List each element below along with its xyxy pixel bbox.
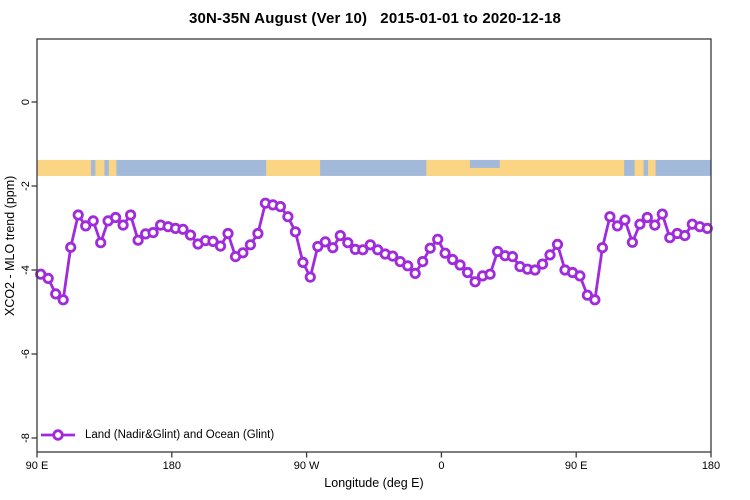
data-point-marker — [132, 234, 144, 246]
y-tick-label: -6 — [20, 349, 32, 359]
data-point-marker — [626, 236, 639, 248]
y-tick-label: -2 — [20, 181, 32, 191]
x-axis-title: Longitude (deg E) — [324, 476, 424, 490]
legend-line-marker-icon — [41, 429, 75, 441]
data-point-marker — [237, 247, 249, 259]
data-point-marker — [649, 219, 661, 231]
data-point-marker — [589, 294, 601, 306]
data-point-marker — [50, 288, 62, 300]
data-point-marker — [656, 208, 668, 220]
data-point-marker — [611, 220, 624, 232]
data-point-marker — [544, 249, 556, 261]
map-band-land — [648, 159, 656, 176]
data-point-marker — [634, 218, 646, 230]
data-point-marker — [581, 289, 594, 301]
y-tick-label: -8 — [20, 433, 32, 443]
map-band-land — [37, 159, 91, 176]
data-point-marker — [446, 253, 459, 266]
data-point-marker — [42, 272, 54, 284]
data-point-marker — [604, 211, 616, 223]
data-point-marker — [80, 220, 92, 232]
data-point-marker — [214, 240, 227, 252]
x-tick-label: 0 — [438, 460, 444, 472]
data-point-marker — [147, 227, 159, 239]
map-band-land — [95, 159, 105, 176]
data-point-marker — [536, 258, 549, 270]
x-tick-label: 180 — [702, 460, 720, 472]
data-point-marker — [409, 267, 421, 279]
data-point-marker — [439, 247, 451, 259]
x-tick-label: 90 E — [26, 460, 49, 472]
data-point-marker — [529, 264, 541, 276]
data-point-marker — [619, 214, 631, 226]
data-point-marker — [117, 219, 129, 231]
data-point-marker — [222, 227, 234, 240]
data-point-marker — [454, 259, 466, 271]
data-point-marker — [110, 211, 122, 224]
data-point-marker — [506, 251, 519, 263]
map-band-land — [634, 159, 644, 176]
data-point-marker — [125, 209, 137, 221]
data-point-marker — [312, 240, 324, 253]
data-point-marker — [319, 236, 331, 248]
data-point-marker — [327, 242, 339, 254]
plot-border — [36, 38, 712, 453]
data-point-marker — [402, 260, 414, 272]
data-point-marker — [282, 211, 294, 223]
y-tick-label: 0 — [20, 99, 32, 105]
data-point-marker — [342, 237, 354, 249]
data-point-marker — [424, 242, 436, 254]
map-band-land — [108, 159, 117, 176]
data-point-marker — [679, 230, 691, 242]
data-point-marker — [432, 233, 444, 245]
data-point-marker — [641, 211, 653, 224]
map-band-land — [266, 159, 321, 176]
data-point-marker — [177, 223, 189, 235]
data-point-marker — [207, 235, 219, 247]
data-point-marker — [72, 209, 84, 221]
y-tick-label: -4 — [20, 265, 32, 275]
data-point-marker — [334, 230, 346, 242]
data-point-marker — [551, 238, 564, 250]
data-point-marker — [461, 266, 474, 279]
data-point-marker — [274, 201, 286, 213]
x-tick-label: 180 — [163, 460, 181, 472]
data-point-marker — [469, 276, 481, 288]
data-point-marker — [574, 270, 586, 282]
data-point-marker — [87, 215, 99, 227]
x-tick-label: 90 E — [565, 460, 588, 472]
data-point-marker — [417, 255, 429, 268]
data-point-marker — [701, 222, 713, 234]
data-point-marker — [65, 241, 77, 253]
map-band-land — [426, 159, 625, 176]
data-point-marker — [184, 229, 197, 241]
map-band-mediterranean — [469, 159, 500, 168]
x-tick-label: 90 W — [294, 460, 320, 472]
chart-title: 30N-35N August (Ver 10) 2015-01-01 to 20… — [188, 10, 562, 27]
data-point-marker — [304, 271, 316, 283]
data-point-marker — [244, 239, 256, 251]
data-point-marker — [387, 250, 399, 262]
data-point-marker — [289, 226, 301, 238]
data-point-marker — [364, 239, 376, 251]
data-point-marker — [357, 244, 369, 256]
data-point-marker — [484, 268, 496, 280]
data-point-marker — [95, 237, 107, 249]
legend: Land (Nadir&Glint) and Ocean (Glint) — [40, 429, 274, 441]
legend-label: Land (Nadir&Glint) and Ocean (Glint) — [85, 429, 275, 441]
data-point-marker — [252, 227, 264, 240]
data-point-marker — [297, 256, 309, 268]
data-point-marker — [596, 242, 609, 254]
data-point-marker — [57, 294, 69, 306]
